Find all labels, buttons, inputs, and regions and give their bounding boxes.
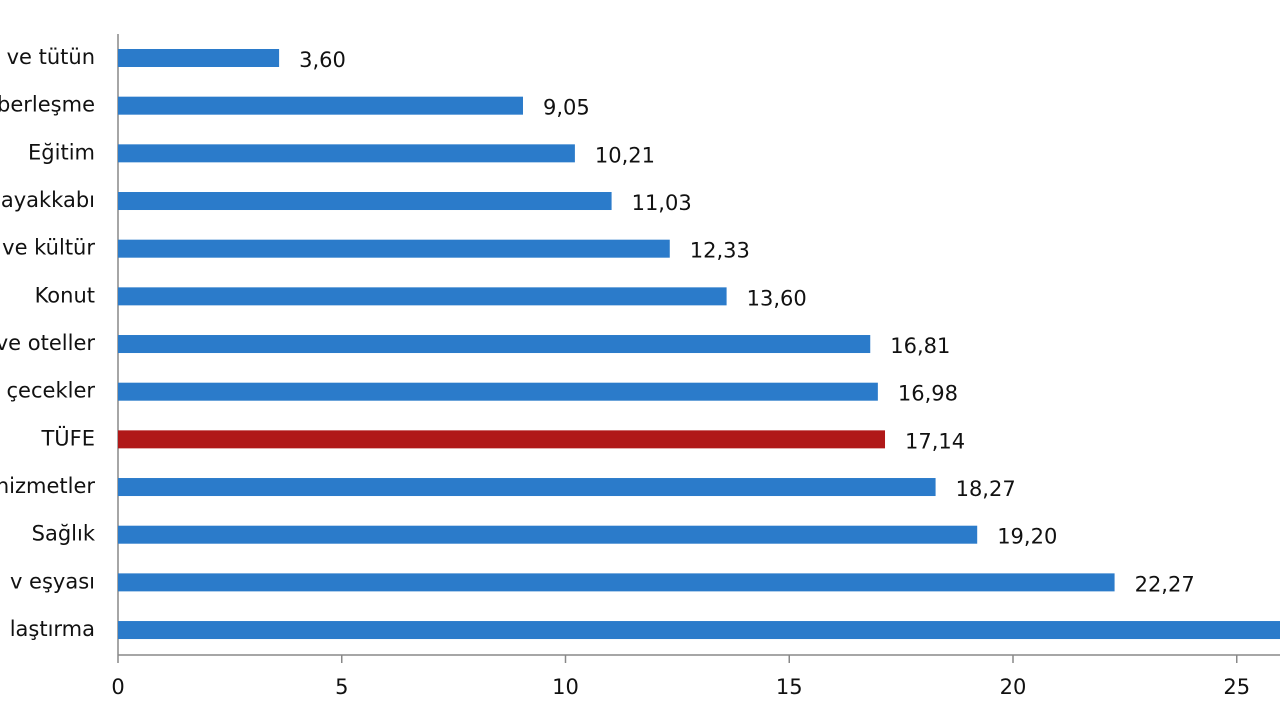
bar	[118, 287, 727, 306]
x-tick-label: 15	[776, 675, 803, 699]
y-tick-label: TÜFE	[40, 425, 95, 450]
x-tick-label: 5	[335, 675, 348, 699]
bar	[118, 239, 670, 258]
y-tick-label: ayakkabı	[1, 188, 95, 212]
y-tick-label: laştırma	[10, 617, 95, 641]
bar	[118, 430, 886, 449]
x-tick-label: 0	[111, 675, 124, 699]
bar	[118, 621, 1280, 640]
value-label: 9,05	[543, 96, 590, 120]
bar	[118, 144, 575, 163]
bar	[118, 192, 612, 211]
y-tick-label: Sağlık	[32, 522, 96, 546]
value-label: 13,60	[747, 286, 807, 310]
bar	[118, 96, 523, 115]
bar	[118, 573, 1115, 592]
y-tick-label: berleşme	[0, 93, 95, 117]
y-tick-label: v eşyası	[10, 569, 95, 593]
bar	[118, 382, 878, 401]
value-label: 18,27	[956, 477, 1016, 501]
y-tick-label: hizmetler	[0, 474, 95, 498]
value-label: 17,14	[905, 429, 965, 453]
value-label: 22,27	[1135, 572, 1195, 596]
value-label: 11,03	[632, 191, 692, 215]
x-tick-label: 10	[552, 675, 579, 699]
value-label: 3,60	[299, 48, 346, 72]
y-tick-label: ve kültür	[2, 236, 95, 260]
y-tick-label: Konut	[35, 283, 95, 307]
bar	[118, 525, 978, 544]
y-tick-label: çecekler	[7, 379, 96, 403]
value-label: 16,98	[898, 382, 958, 406]
bar	[118, 49, 280, 67]
value-label: 16,81	[890, 334, 950, 358]
x-tick-label: 25	[1223, 675, 1250, 699]
x-tick-label: 20	[1000, 675, 1027, 699]
y-tick-label: Eğitim	[28, 140, 95, 164]
value-label: 12,33	[690, 239, 750, 263]
bar	[118, 335, 871, 354]
bar	[118, 478, 936, 497]
y-tick-label: ve oteller	[0, 331, 95, 355]
y-tick-label: ve tütün	[7, 45, 95, 69]
value-label: 10,21	[595, 143, 655, 167]
value-label: 19,20	[997, 525, 1057, 549]
